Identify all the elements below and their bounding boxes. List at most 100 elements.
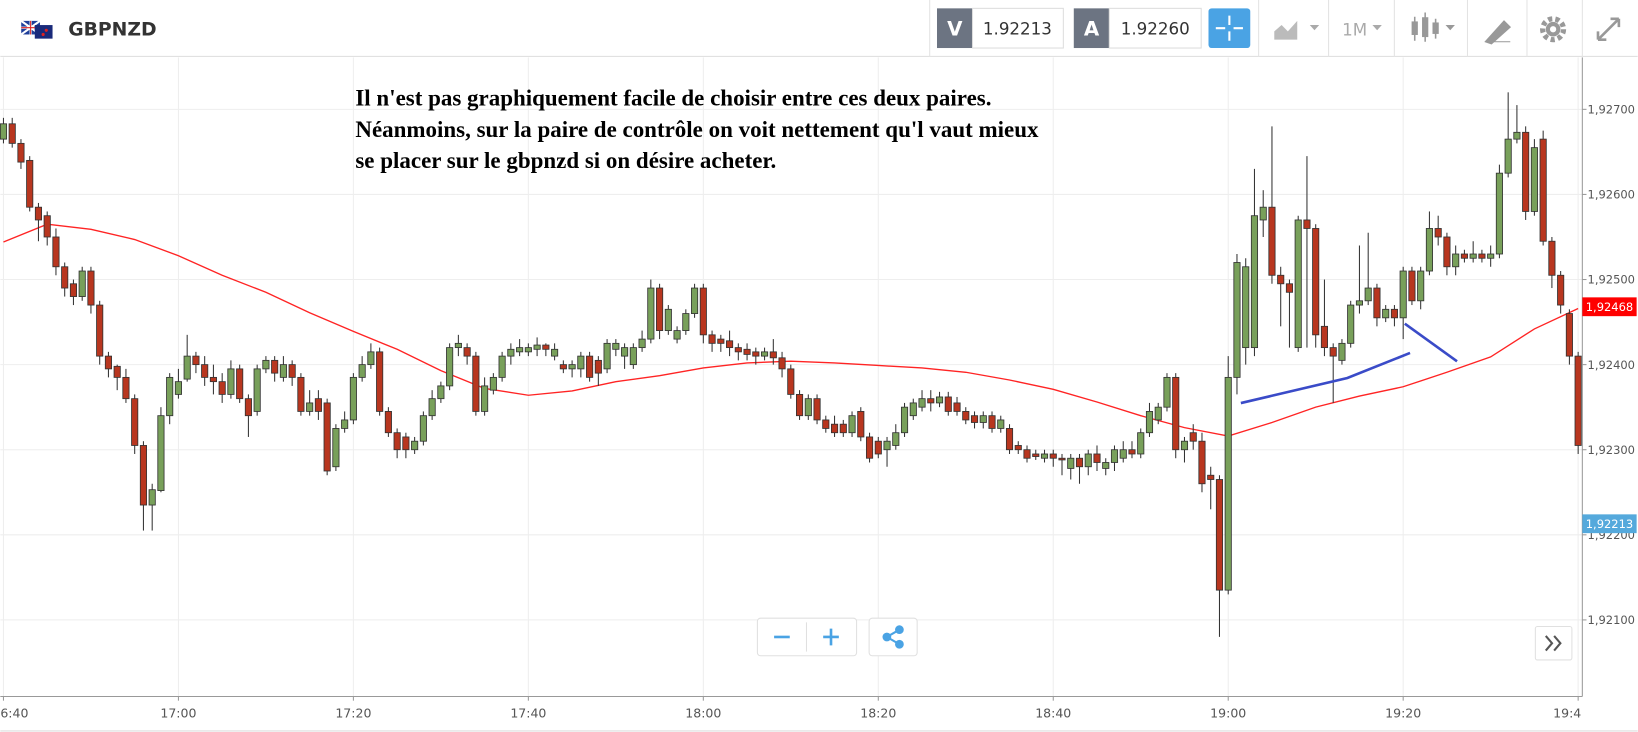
candle-body <box>358 364 366 378</box>
candle-body <box>1522 131 1530 212</box>
candle-body <box>1250 215 1259 349</box>
candle-body <box>61 266 69 289</box>
ask-badge <box>1073 8 1110 49</box>
candle-body <box>262 359 270 370</box>
candle-body <box>979 415 987 423</box>
price-markers: 1,92468 1,92213 <box>1582 297 1637 534</box>
candle-body <box>209 376 217 383</box>
candle-body <box>419 415 427 442</box>
bid-box[interactable] <box>971 7 1064 49</box>
annotation: Il n'est pas graphiquement facile de cho… <box>355 85 1039 173</box>
candle-body <box>288 364 296 378</box>
candle-body <box>1417 270 1425 302</box>
fullscreen-button[interactable] <box>1596 17 1621 41</box>
candle-body <box>997 419 1005 429</box>
flag <box>20 20 53 39</box>
drawing-tool-button[interactable] <box>1484 20 1512 45</box>
toolbar-bg <box>0 0 1638 57</box>
candle-body <box>411 440 419 451</box>
candle-body <box>1347 304 1355 344</box>
candle-body <box>962 411 970 421</box>
candle-body <box>1425 228 1433 272</box>
candle-body <box>918 398 926 408</box>
candle-body <box>87 270 95 306</box>
candle-body <box>323 402 331 472</box>
candle-body <box>1040 453 1049 459</box>
candle-body <box>1355 300 1363 306</box>
annotation-line: Néanmoins, sur la paire de contrôle on v… <box>355 117 1039 142</box>
candle-body <box>1198 440 1206 485</box>
candle-body <box>183 355 191 380</box>
candle-body <box>935 396 944 404</box>
candle-body <box>1084 453 1092 468</box>
candle-body <box>96 304 104 357</box>
candle-wicks <box>1413 12 1437 42</box>
moving-average <box>3 223 1579 437</box>
crosshair-button[interactable] <box>1208 8 1251 49</box>
candle-body <box>726 340 734 349</box>
candle-body <box>516 347 524 353</box>
candle-body <box>953 402 961 412</box>
candle-body <box>1102 462 1110 469</box>
flag-star <box>41 32 45 37</box>
candle-body <box>603 342 611 370</box>
candle-body <box>192 355 200 366</box>
ask-box[interactable] <box>1108 7 1202 49</box>
candle-body <box>1207 474 1215 480</box>
scroll-end-button[interactable] <box>1534 626 1573 661</box>
candle-body <box>1338 342 1346 361</box>
candle-body <box>1487 253 1495 259</box>
candle-body <box>673 330 681 340</box>
y-tick-label: 1,92100 <box>1588 613 1635 627</box>
candle-body <box>166 376 174 417</box>
settings-button[interactable] <box>1540 16 1567 43</box>
candle-body <box>446 347 454 387</box>
candle-body <box>813 398 821 421</box>
scroll-end-icon <box>1544 635 1562 652</box>
candle-body <box>1128 449 1136 455</box>
share-dot <box>882 632 892 642</box>
candle-body <box>104 355 112 370</box>
timeframe[interactable]: 1M <box>1342 20 1367 40</box>
candle-body <box>699 287 707 336</box>
candle-body <box>481 385 489 412</box>
chart-type-button[interactable] <box>1274 20 1320 40</box>
candle-body <box>1565 313 1573 357</box>
candle-body <box>1093 453 1101 463</box>
candle-body <box>1557 274 1565 306</box>
bid-badge <box>936 8 973 49</box>
candle-body <box>822 419 830 429</box>
candle-body <box>1408 270 1416 302</box>
candle-body <box>883 440 891 451</box>
candle-body <box>1303 219 1311 229</box>
y-tick-label: 1,92700 <box>1588 103 1635 117</box>
candle-body <box>1005 428 1014 451</box>
annotation-line: se placer sur le gbpnzd si on désire ach… <box>355 148 776 173</box>
candle-body <box>1145 411 1154 434</box>
candle-body <box>463 347 471 357</box>
candle-body <box>306 402 314 412</box>
candle-type-button[interactable] <box>1411 12 1455 42</box>
share-box[interactable] <box>868 617 918 657</box>
candle-body <box>664 308 672 332</box>
candle-body <box>944 396 952 412</box>
candle-body <box>1329 347 1337 357</box>
candle-body <box>367 351 375 366</box>
candle-body <box>1504 138 1512 174</box>
candle-body <box>1058 457 1066 461</box>
x-tick-label: 17:20 <box>335 705 371 720</box>
candle-body <box>297 376 305 412</box>
price-marker <box>1582 514 1637 534</box>
candle-body <box>227 368 235 395</box>
ask-label: A <box>1084 18 1100 41</box>
candle-body <box>656 287 664 332</box>
candle-body <box>1495 172 1503 255</box>
candle-body <box>218 381 226 395</box>
candle-body <box>279 364 287 378</box>
candle-body <box>586 355 594 378</box>
candle-body <box>1382 308 1390 319</box>
candle-body <box>734 347 742 353</box>
zoom-in-button[interactable] <box>823 628 839 646</box>
